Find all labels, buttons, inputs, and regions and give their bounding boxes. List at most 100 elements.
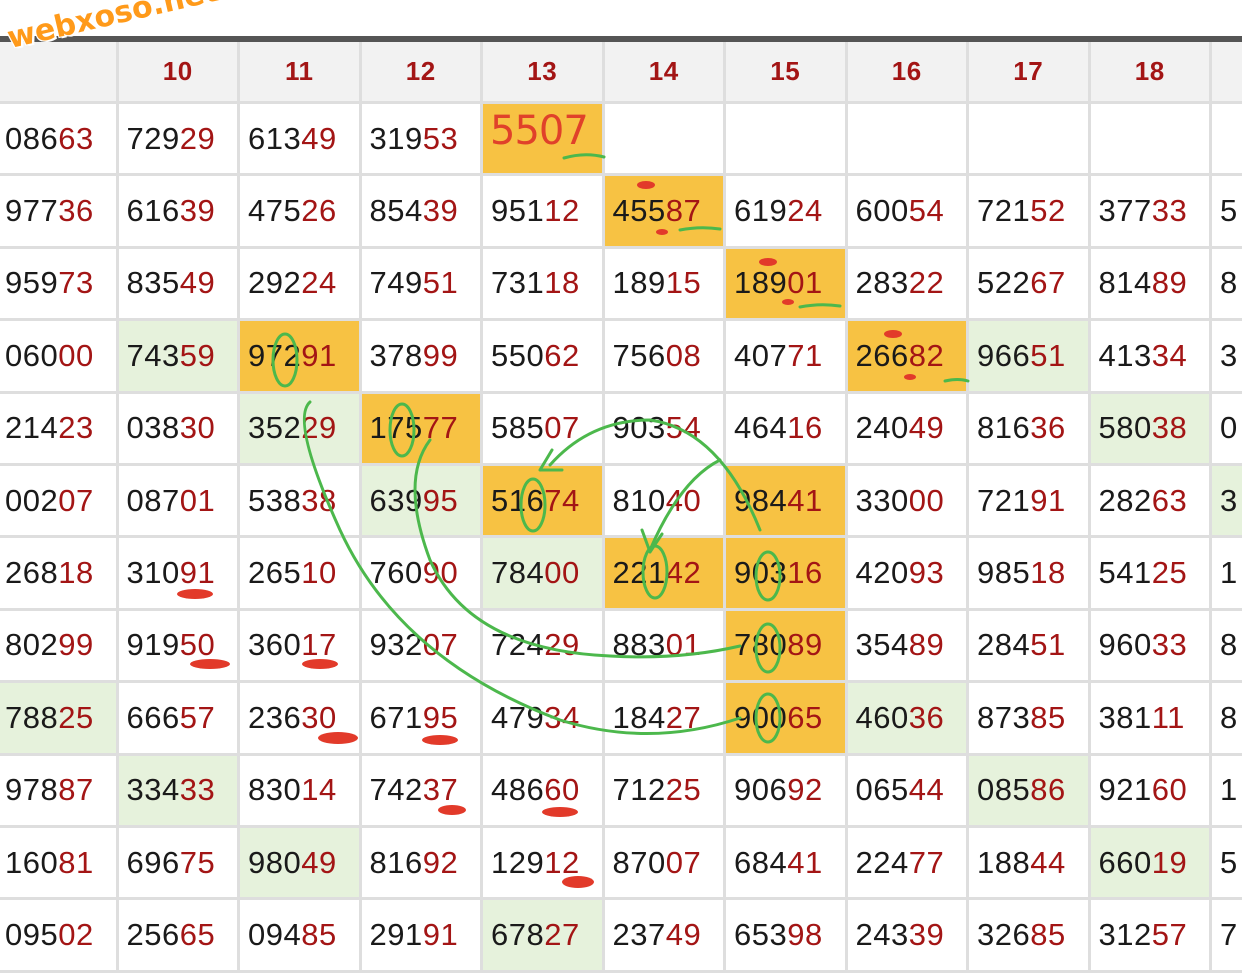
number-tail: 41 [787,482,823,518]
result-cell: 959 73 [0,248,119,322]
number-tail: 11 [1151,699,1185,735]
number-lead: 966 [977,337,1031,373]
result-cell: 378 99 [361,321,483,394]
number-tail: 29 [544,627,580,663]
number-tail: 01 [665,627,702,663]
number-tail: 37 [422,772,459,808]
result-cell: 243 39 [847,900,969,973]
number-tail: 92 [787,772,823,808]
result-cell: 292 24 [240,248,362,322]
number-tail: 34 [544,699,580,735]
number-tail: 91 [179,555,216,591]
number-lead: 360 [248,627,302,663]
number-tail: 25 [58,699,94,735]
number-tail: 36 [1030,410,1066,446]
number-lead: 980 [248,844,302,880]
number-tail: 15 [665,265,702,301]
number-lead: 085 [977,772,1031,808]
number-lead: 326 [977,917,1031,953]
result-cell: 129 12 [483,828,605,901]
number-lead: 550 [491,337,545,373]
number-lead: 585 [491,410,545,446]
number-tail: 24 [787,193,823,229]
number-tail: 07 [58,482,94,518]
number-lead: 087 [126,482,180,518]
result-cell [726,104,848,177]
number-tail: 30 [301,699,337,735]
number-lead: 721 [977,193,1031,229]
result-cell: 780 89 [726,610,848,684]
result-cell: 420 93 [847,538,969,611]
number-lead: 729 [126,120,180,156]
column-header-2: 11 [240,42,362,104]
number-tail: 54 [908,193,945,229]
number-lead: 903 [734,555,788,591]
number-tail: 89 [787,627,823,663]
result-cell: 788 25 [0,683,119,756]
number-tail: 91 [1030,482,1066,518]
number-tail: 77 [422,410,459,446]
number-lead: 475 [248,193,302,229]
result-cell: 5 [1212,176,1242,249]
number-tail: 59 [179,337,216,373]
number-lead: 479 [491,699,545,735]
result-cell: 3 [1212,466,1242,539]
result-cell: 326 85 [969,900,1091,973]
number-tail: 89 [1151,265,1188,301]
number-tail: 27 [544,917,580,953]
number-lead: 065 [855,772,909,808]
number-lead: 756 [612,337,666,373]
result-cell: 284 51 [969,610,1091,684]
number-lead: 906 [734,772,788,808]
number-tail: 10 [301,555,337,591]
number-lead: 268 [5,555,59,591]
result-cell: 479 34 [483,683,605,756]
number-tail: 65 [179,917,216,953]
number-tail: 00 [544,555,580,591]
number-tail: 63 [1151,482,1188,518]
result-cell: 095 02 [0,900,119,973]
column-header-4: 13 [483,42,605,104]
number-tail: 49 [179,265,216,301]
result-cell: 1 [1212,538,1242,611]
number-tail: 24 [301,265,337,301]
number-tail: 87 [58,772,94,808]
result-cell: 749 51 [361,248,483,322]
number-lead: 816 [369,844,423,880]
number-tail: 85 [301,917,337,953]
number-tail: 57 [1151,917,1188,953]
number-lead: 464 [734,410,788,446]
number-tail: 67 [1030,265,1066,301]
result-cell: 266 82 [847,321,969,394]
result-cell: 282 63 [1090,466,1212,539]
number-lead: 002 [5,482,59,518]
result-cell: 214 23 [0,393,119,466]
result-cell: 5 [1212,828,1242,901]
result-cell: 550 62 [483,321,605,394]
number-tail: 87 [665,193,702,229]
number-tail: 12 [544,844,580,880]
number-lead: 959 [5,265,59,301]
number-lead: 060 [5,337,59,373]
result-cell: 455 87 [604,176,726,249]
number-lead: 377 [1098,193,1152,229]
number-lead: 696 [126,844,180,880]
result-cell: 966 51 [969,321,1091,394]
result-cell: 932 07 [361,610,483,684]
number-lead: 784 [491,555,545,591]
result-cell: 977 36 [0,176,119,249]
number-lead: 038 [126,410,180,446]
number-tail: 07 [422,627,459,663]
column-header-0 [0,42,119,104]
number-lead: 291 [369,917,423,953]
number-lead: 743 [126,337,180,373]
result-cell: 972 91 [240,321,362,394]
number-lead: 243 [855,917,909,953]
result-cell: 743 59 [118,321,240,394]
number-lead: 175 [369,410,423,446]
number-tail: 42 [665,555,702,591]
number-lead: 814 [1098,265,1152,301]
column-header-5: 14 [604,42,726,104]
result-cell: 334 33 [118,755,240,828]
